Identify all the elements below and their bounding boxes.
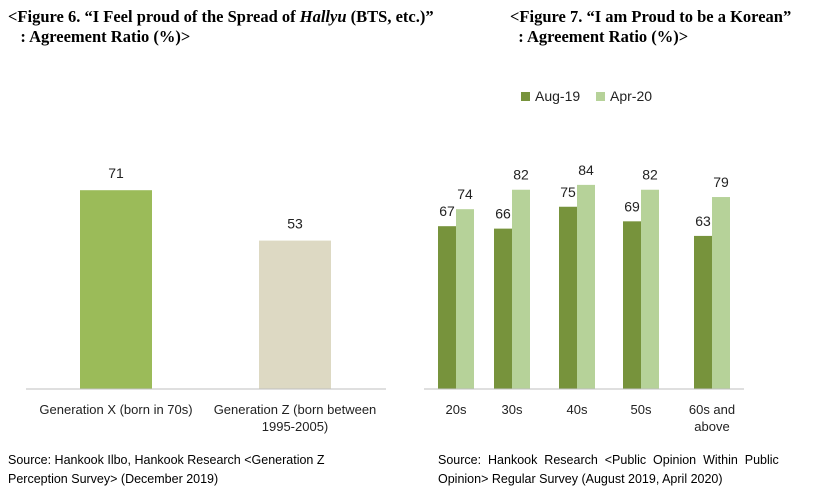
fig7-bar (438, 226, 456, 389)
figure6-source: Source: Hankook Ilbo, Hankook Research <… (8, 451, 403, 489)
fig7-bar (494, 228, 512, 389)
fig7-legend-label: Aug-19 (535, 88, 580, 104)
fig7-data-label: 75 (560, 184, 576, 200)
figure7-title: <Figure 7. “I am Proud to be a Korean” :… (510, 7, 792, 46)
fig7-bar (623, 221, 641, 389)
fig7-data-label: 84 (578, 162, 594, 178)
fig7-legend-swatch (521, 92, 530, 101)
figure7-source: Source: Hankook Research <Public Opinion… (438, 451, 823, 489)
fig6-category-label: 1995-2005) (262, 419, 329, 434)
fig7-data-label: 82 (513, 167, 529, 183)
fig7-bar (641, 189, 659, 389)
fig7-bar (559, 206, 577, 389)
fig7-category-label: 40s (567, 402, 588, 417)
fig7-category-label: 50s (631, 402, 652, 417)
fig7-legend-swatch (596, 92, 605, 101)
fig7-data-label: 82 (642, 167, 658, 183)
fig7-data-label: 66 (495, 206, 511, 222)
fig6-data-label: 53 (287, 216, 303, 232)
fig7-bar (512, 189, 530, 389)
fig7-data-label: 74 (457, 186, 473, 202)
fig7-category-label: 30s (502, 402, 523, 417)
fig7-bar (456, 209, 474, 389)
fig7-legend-label: Apr-20 (610, 88, 652, 104)
fig7-bar (712, 197, 730, 389)
fig6-data-label: 71 (108, 165, 124, 181)
figure6-title: <Figure 6. “I Feel proud of the Spread o… (8, 7, 434, 46)
figure7-source-line: Opinion> Regular Survey (August 2019, Ap… (438, 472, 723, 486)
fig6-bar (80, 190, 152, 389)
fig7-category-label: 60s and (689, 402, 735, 417)
fig6-bar (259, 240, 331, 389)
fig7-bar (694, 235, 712, 389)
figure6-source-line: Source: Hankook Ilbo, Hankook Research <… (8, 453, 325, 467)
figure7-source-line: Source: Hankook Research <Public Opinion… (438, 453, 779, 467)
fig7-data-label: 63 (695, 213, 711, 229)
fig6-category-label: Generation Z (born between (214, 402, 377, 417)
fig7-data-label: 67 (439, 203, 455, 219)
fig7-data-label: 79 (713, 174, 729, 190)
fig7-data-label: 69 (624, 198, 640, 214)
fig7-bar (577, 184, 595, 389)
fig6-category-label: Generation X (born in 70s) (39, 402, 192, 417)
figure6-source-line: Perception Survey> (December 2019) (8, 472, 219, 486)
fig7-category-label: 20s (446, 402, 467, 417)
fig7-category-label: above (694, 419, 729, 434)
